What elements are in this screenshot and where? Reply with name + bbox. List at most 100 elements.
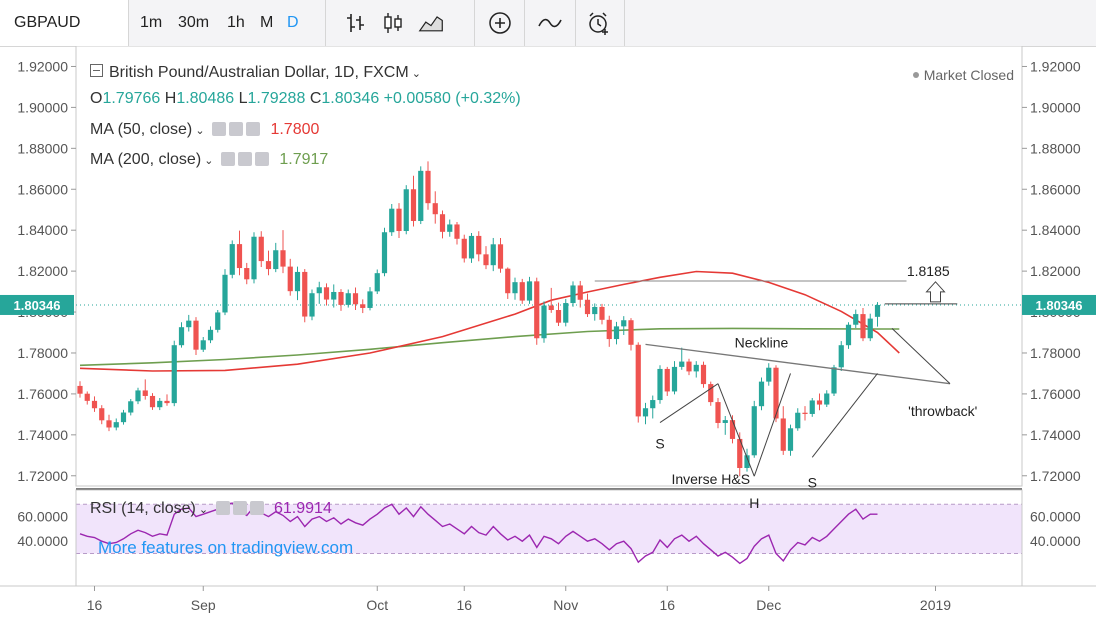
interval-1m-button[interactable]: 1m (140, 14, 163, 31)
candle-body (650, 400, 656, 409)
last-price-label-left: 1.80346 (14, 298, 61, 313)
top-toolbar: GBPAUD 1m 30m 1h M D (0, 0, 1096, 47)
chevron-down-icon[interactable]: ⌄ (192, 125, 205, 137)
candle-body (178, 327, 185, 346)
y-tick-label-right: 1.78000 (1030, 345, 1081, 361)
head-left-line (717, 383, 755, 477)
candle-style-icon[interactable] (380, 10, 406, 36)
candle-body (461, 238, 467, 259)
gear-icon[interactable] (237, 152, 252, 166)
last-price-tag-right (1022, 294, 1096, 315)
candle-body (512, 282, 518, 294)
candle-body (432, 203, 438, 215)
x-tick-label: 2019 (920, 597, 951, 613)
ma50-line (79, 270, 900, 372)
candle-body (251, 236, 257, 280)
right-shoulder-line (811, 373, 878, 458)
ma50-label[interactable]: MA (50, close) (90, 121, 193, 138)
candle-body (693, 364, 699, 372)
head-right-line (753, 373, 791, 477)
instrument-title[interactable]: British Pound/Australian Dollar, 1D, FXC… (109, 64, 409, 81)
candle-body (780, 418, 786, 451)
neckline-label: Neckline (735, 334, 789, 350)
candle-body (483, 254, 489, 266)
candle-body (787, 428, 794, 451)
promo-link[interactable]: More features on tradingview.com (98, 538, 354, 557)
candle-body (476, 235, 482, 255)
add-indicator-icon[interactable] (487, 10, 513, 36)
close-icon[interactable] (254, 152, 269, 166)
candle-body (584, 299, 591, 315)
chart-container[interactable]: 1.92000 1.92000 1.90000 1.90000 1.88000 1.880… (0, 45, 1096, 622)
chevron-down-icon[interactable]: ⌄ (195, 504, 209, 516)
eye-icon[interactable] (220, 152, 235, 166)
throwback-label: 'throwback' (908, 403, 977, 419)
candle-body (541, 305, 547, 339)
candle-body (84, 393, 90, 401)
candle-body (367, 291, 373, 308)
high-value: 1.80486 (176, 90, 235, 107)
gear-icon[interactable] (232, 501, 247, 515)
candle-body (751, 406, 757, 456)
eye-icon[interactable] (212, 122, 226, 136)
candle-body (447, 224, 453, 232)
price-chart[interactable]: 1.92000 1.92000 1.90000 1.90000 1.88000 1.880… (0, 45, 1096, 622)
x-tick-label: Dec (756, 597, 781, 613)
candle-body (853, 314, 859, 325)
candle-body (766, 367, 772, 382)
bar-style-icon[interactable] (343, 10, 369, 36)
rsi-line (79, 502, 878, 565)
chevron-down-icon[interactable]: ⌄ (408, 68, 421, 80)
gear-icon[interactable] (229, 122, 243, 136)
toolbar-divider (624, 0, 625, 46)
left-shoulder-line (659, 383, 719, 423)
ma200-line (79, 327, 900, 367)
y-tick-label-left: 1.72000 (17, 468, 68, 484)
close-value: 1.80346 (321, 90, 380, 107)
candle-body (802, 412, 808, 414)
candle-body (280, 250, 286, 267)
high-key: H (164, 90, 177, 107)
candle-body (418, 170, 424, 221)
candle-body (164, 400, 170, 404)
ma200-label[interactable]: MA (200, close) (90, 151, 202, 168)
candle-body (265, 261, 272, 270)
rsi-tick-label-left: 60.0000 (17, 509, 68, 525)
candle-body (722, 420, 728, 423)
candle-body (635, 344, 641, 417)
alert-icon[interactable] (586, 10, 612, 36)
y-tick-label-left: 1.78000 (17, 345, 68, 361)
candle-body (323, 287, 330, 300)
y-tick-label-right: 1.86000 (1030, 181, 1081, 197)
candle-body (664, 368, 670, 392)
chevron-down-icon[interactable]: ⌄ (201, 155, 214, 167)
toolbar-divider (474, 0, 475, 46)
collapse-legend-icon[interactable] (90, 64, 103, 77)
area-style-icon[interactable] (418, 10, 444, 36)
candle-body (294, 271, 301, 292)
eye-icon[interactable] (215, 501, 230, 515)
last-price-tag-left (0, 294, 74, 315)
candle-body (809, 400, 815, 414)
close-icon[interactable] (249, 501, 264, 515)
interval-month-button[interactable]: M (260, 14, 274, 31)
candle-body (374, 273, 380, 292)
symbol-label[interactable]: GBPAUD (14, 14, 81, 31)
interval-day-button[interactable]: D (287, 14, 299, 31)
last-price-label-right: 1.80346 (1036, 298, 1083, 313)
toolbar-divider (524, 0, 525, 46)
interval-1h-button[interactable]: 1h (227, 14, 245, 31)
symbol-search-box[interactable]: GBPAUD (0, 0, 129, 46)
market-status: Market Closed (912, 67, 1014, 83)
candle-body (628, 320, 634, 345)
candle-body (715, 402, 721, 423)
ma50-legend-row: MA (50, close) ⌄ 1.7800 (90, 121, 319, 139)
candle-body (244, 268, 250, 280)
candle-body (142, 390, 148, 396)
rsi-label[interactable]: RSI (14, close) (90, 500, 196, 517)
rsi-tick-label-right: 60.0000 (1030, 509, 1081, 525)
interval-30m-button[interactable]: 30m (178, 14, 210, 31)
low-value: 1.79288 (247, 90, 306, 107)
drawing-icon[interactable] (537, 10, 563, 36)
close-icon[interactable] (246, 122, 260, 136)
